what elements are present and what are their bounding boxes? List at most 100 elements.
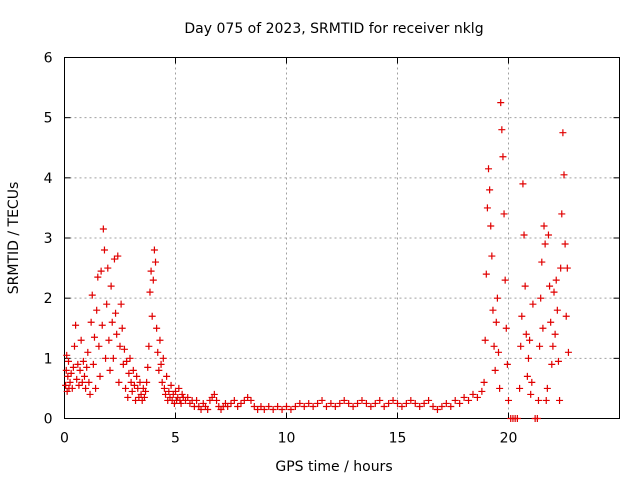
data-point [559,129,567,137]
data-point [100,246,108,254]
data-point [108,318,116,326]
data-point [539,324,547,332]
data-point [527,390,535,398]
y-tick-label: 0 [44,412,53,428]
data-point [300,402,308,410]
data-point [523,372,531,380]
data-point [561,240,569,248]
data-point [473,393,481,401]
y-axis-label: SRMTID / TECUs [6,182,22,295]
data-point [102,354,110,362]
data-point [90,333,98,341]
data-point [250,402,258,410]
data-point [517,342,525,350]
data-point [496,384,504,392]
data-point [152,258,160,266]
data-point [74,360,82,368]
data-point [114,252,122,260]
data-point [93,306,101,314]
data-point [336,399,344,407]
data-point [104,264,112,272]
data-point [495,348,503,356]
data-point [481,336,489,344]
data-point [72,321,80,329]
data-point [483,204,491,212]
data-point [128,387,136,395]
data-point [167,381,175,389]
data-point [117,300,125,308]
y-tick-label: 2 [44,291,53,307]
data-point [160,384,168,392]
data-point [210,390,218,398]
data-point [86,390,94,398]
data-point [516,384,524,392]
data-point [153,324,161,332]
data-point [549,342,557,350]
data-point [137,390,145,398]
data-point [83,363,91,371]
data-point [278,405,286,413]
data-point [112,309,120,317]
data-point [305,399,313,407]
data-point [257,402,265,410]
data-point [140,393,148,401]
data-point [520,231,528,239]
data-point [345,399,353,407]
data-point [497,99,505,107]
data-point [63,351,71,359]
data-point [64,372,72,380]
x-tick-label: 5 [171,431,180,447]
data-point [340,396,348,404]
data-point [314,399,322,407]
data-point [491,366,499,374]
data-point [62,366,70,374]
data-point [309,402,317,410]
data-point [115,378,123,386]
data-point [398,402,406,410]
data-point [244,393,252,401]
data-point [389,396,397,404]
data-point [518,312,526,320]
data-point [519,180,527,188]
data-point [380,402,388,410]
data-point [485,165,493,173]
data-point [95,342,103,350]
data-point [119,360,127,368]
data-point [143,378,151,386]
data-point [178,390,186,398]
data-point [177,399,185,407]
y-tick-label: 4 [44,171,53,187]
data-point [175,384,183,392]
x-axis-label: GPS time / hours [275,459,392,475]
data-point [478,387,486,395]
data-point [425,396,433,404]
y-tick-label: 6 [44,51,53,67]
data-point [557,264,565,272]
data-point [322,402,330,410]
data-point [367,402,375,410]
data-point [526,336,534,344]
data-point [547,318,555,326]
x-tick-label: 0 [60,431,69,447]
data-point [62,381,70,389]
data-point [73,375,81,383]
data-point [498,126,506,134]
data-point [132,396,140,404]
chart-title: Day 075 of 2023, SRMTID for receiver nkl… [184,21,483,37]
data-point [70,342,78,350]
data-point [146,288,154,296]
data-point [394,399,401,407]
data-point [98,321,106,329]
data-point [129,366,137,374]
data-point [283,402,290,410]
data-point [156,336,164,344]
data-point [105,336,113,344]
data-point [558,210,566,218]
data-point [78,378,86,386]
data-point [165,387,173,395]
data-point [234,402,242,410]
data-point [447,402,455,410]
data-point [110,255,118,263]
data-point [96,372,104,380]
data-point [163,372,171,380]
